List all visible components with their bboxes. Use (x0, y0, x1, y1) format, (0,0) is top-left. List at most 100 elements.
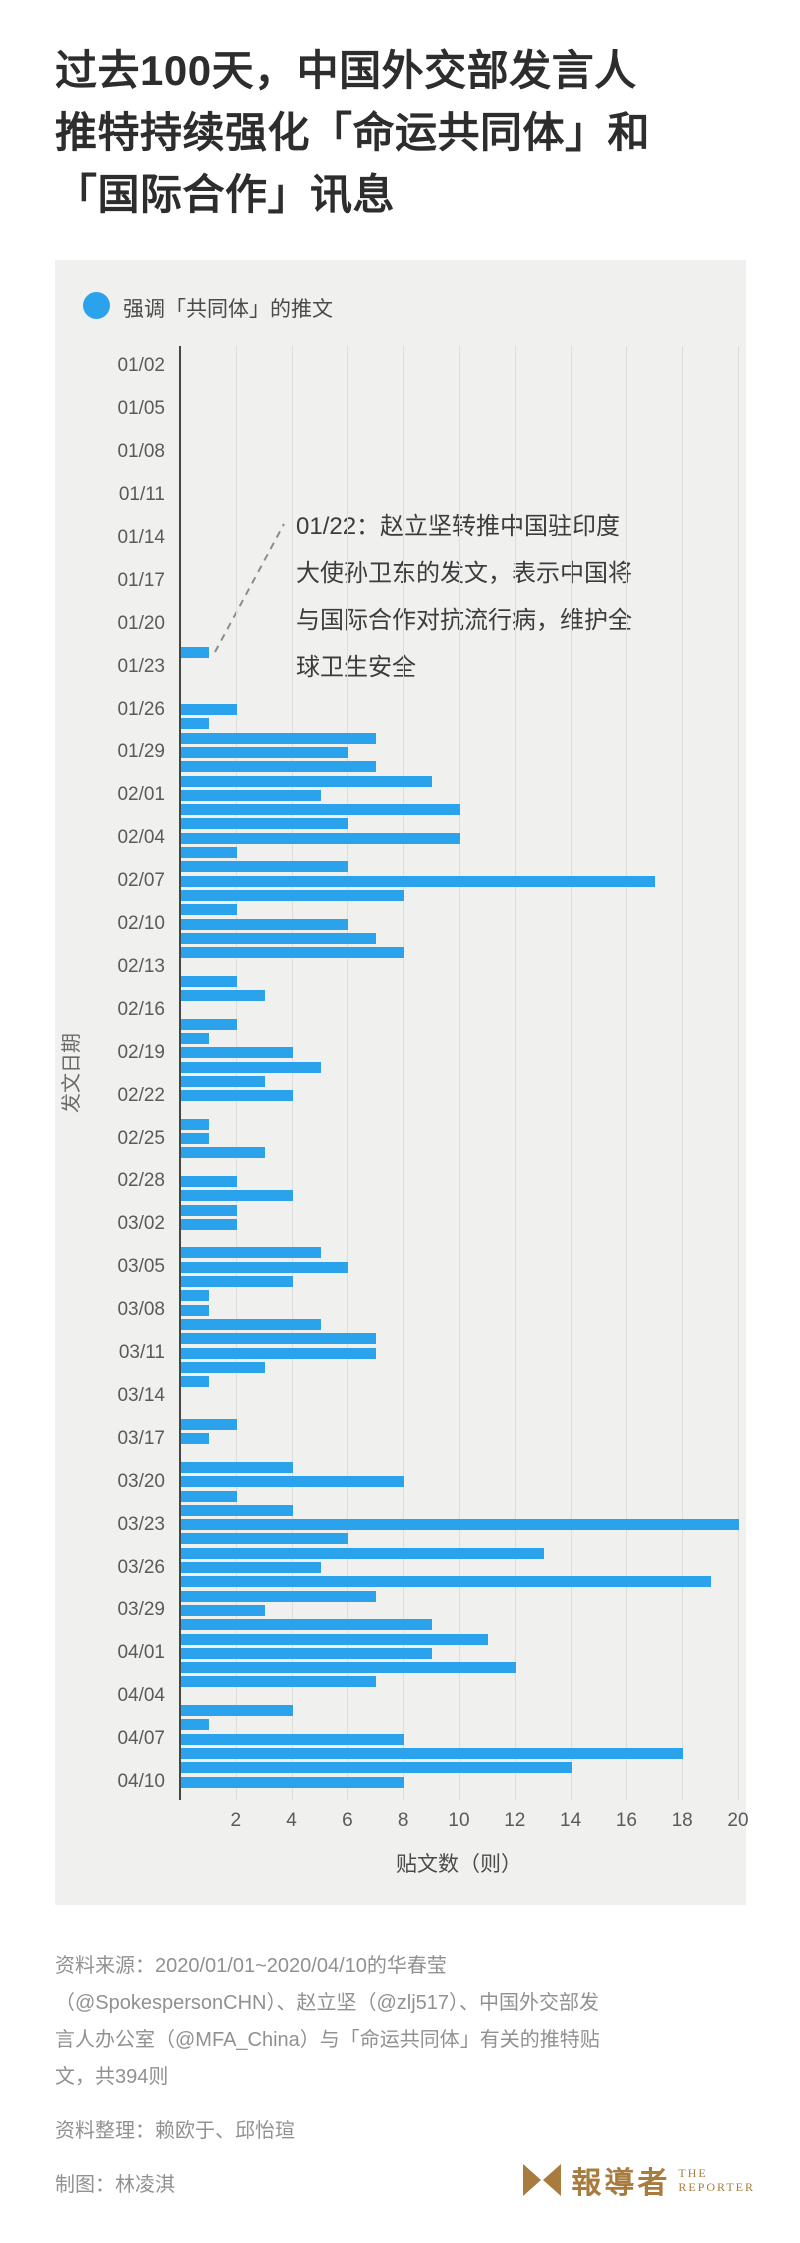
y-tick-label: 03/17 (117, 1427, 165, 1449)
bar (181, 1032, 209, 1044)
bar (181, 1061, 321, 1073)
y-tick-label: 01/05 (117, 398, 165, 420)
gridline (514, 346, 516, 1800)
y-tick-label: 02/22 (117, 1084, 165, 1106)
bar (181, 861, 349, 873)
bar (181, 646, 209, 658)
gridline (291, 346, 293, 1800)
bar (181, 1318, 321, 1330)
y-tick-label: 03/23 (117, 1513, 165, 1535)
y-tick-label: 02/16 (117, 998, 165, 1020)
y-tick-label: 01/23 (117, 655, 165, 677)
bar (181, 947, 405, 959)
x-tick-label: 2 (230, 1810, 242, 1831)
bar (181, 1419, 237, 1430)
footer-graphics: 制图：林凌淇 (55, 2174, 175, 2196)
bar (181, 1604, 265, 1616)
bar (181, 1247, 321, 1259)
bar (181, 904, 237, 916)
bar (181, 1276, 293, 1287)
bar (181, 1347, 377, 1359)
x-tick-label: 18 (671, 1810, 693, 1831)
y-tick-label: 04/04 (117, 1685, 165, 1707)
bar (181, 1290, 209, 1302)
y-tick-label: 01/11 (118, 484, 165, 505)
y-tick-label: 03/26 (117, 1556, 165, 1578)
y-tick-label: 03/05 (117, 1256, 165, 1278)
bar (181, 1204, 237, 1216)
gridline (347, 346, 349, 1800)
bar (181, 1476, 405, 1488)
bar (181, 1619, 433, 1631)
bar (181, 1376, 209, 1388)
y-tick-label: 04/01 (117, 1642, 165, 1664)
gridline (738, 346, 739, 1800)
bar (181, 1676, 377, 1688)
bar-chart: 发文日期 贴文数（则） 01/22：赵立坚转推中国驻印度 大使孙卫东的发文，表示… (55, 260, 749, 1905)
gridline (403, 346, 405, 1800)
bar (181, 1776, 405, 1788)
bar (181, 1719, 209, 1731)
bar (181, 1118, 209, 1130)
bar (181, 1461, 293, 1473)
bar (181, 1705, 293, 1716)
logo-name-en-top: THE (678, 2166, 708, 2180)
legend-dot-icon (83, 292, 110, 319)
chart-panel: 强调「共同体」的推文 发文日期 贴文数（则） 01/22：赵立坚转推中国驻印度 … (55, 260, 749, 1905)
bar (181, 832, 460, 844)
footer-editors: 资料整理：赖欧于、邱怡瑄 (55, 2120, 295, 2142)
bar (181, 732, 377, 744)
bar (181, 761, 377, 773)
x-tick-label: 12 (504, 1810, 526, 1831)
y-tick-label: 02/28 (117, 1170, 165, 1192)
y-tick-label: 04/07 (117, 1728, 165, 1750)
y-tick-label: 01/14 (117, 526, 165, 548)
y-tick-label: 03/02 (117, 1213, 165, 1235)
x-tick-label: 16 (615, 1810, 637, 1831)
y-tick-label: 03/11 (118, 1342, 165, 1363)
bar (181, 1218, 237, 1230)
bar (181, 804, 460, 816)
bar (181, 1075, 265, 1087)
bar (181, 1133, 209, 1144)
y-tick-label: 02/10 (117, 913, 165, 934)
bar (181, 932, 377, 944)
bar (181, 1504, 293, 1516)
bar (181, 990, 265, 1001)
footer-source: 资料来源：2020/01/01~2020/04/10的华春莹 （@Spokesp… (55, 1955, 600, 2088)
y-tick-label: 03/08 (117, 1299, 165, 1321)
bar (181, 1433, 209, 1445)
bar (181, 1562, 321, 1573)
x-tick-label: 8 (397, 1810, 409, 1831)
x-tick-label: 20 (727, 1810, 749, 1831)
y-axis-title: 发文日期 (61, 1033, 83, 1113)
bar (181, 1190, 293, 1202)
y-tick-label: 03/14 (117, 1384, 165, 1406)
bar (181, 847, 237, 858)
logo-name-en-bottom: REPORTER (678, 2180, 755, 2194)
bar (181, 704, 237, 715)
bar (181, 718, 209, 730)
bar (181, 1576, 712, 1588)
y-tick-label: 01/08 (117, 441, 165, 463)
y-tick-label: 02/01 (117, 784, 165, 806)
bar (181, 775, 433, 787)
bar (181, 1533, 349, 1545)
legend-label: 强调「共同体」的推文 (123, 298, 333, 321)
gridline (682, 346, 684, 1800)
bar (181, 1662, 516, 1674)
bar (181, 1147, 265, 1159)
bar (181, 875, 656, 887)
bar (181, 1047, 293, 1059)
bar (181, 1733, 405, 1745)
y-tick-label: 04/10 (117, 1771, 165, 1792)
y-tick-label: 03/20 (117, 1470, 165, 1492)
y-axis-line (179, 346, 181, 1800)
y-tick-label: 01/20 (117, 612, 165, 634)
bar (181, 975, 237, 987)
x-tick-label: 6 (342, 1810, 353, 1831)
logo-name-en: THE REPORTER (678, 2166, 755, 2194)
x-tick-label: 10 (448, 1810, 470, 1831)
y-tick-label: 02/07 (117, 870, 165, 892)
